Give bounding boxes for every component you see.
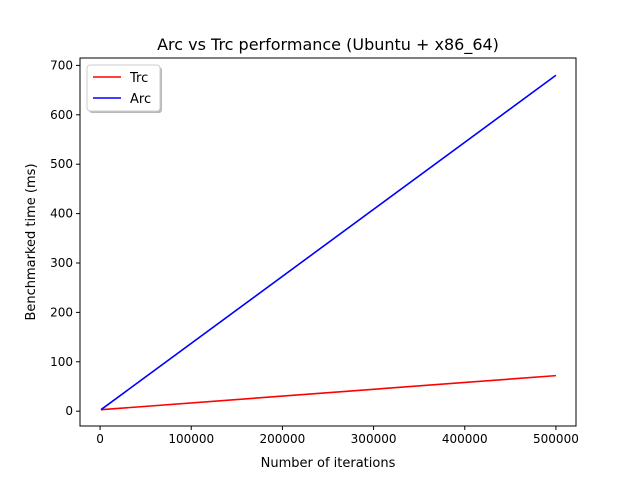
legend-label-arc: Arc [130, 92, 151, 107]
x-tick-label-5: 500000 [533, 432, 579, 446]
y-axis-label: Benchmarked time (ms) [24, 163, 39, 320]
legend-label-trc: Trc [129, 71, 148, 86]
y-tick-label-4: 400 [50, 207, 73, 221]
y-tick-label-2: 200 [50, 305, 73, 319]
x-tick-label-3: 300000 [351, 432, 397, 446]
chart-title: Arc vs Trc performance (Ubuntu + x86_64) [157, 35, 499, 55]
x-tick-label-0: 0 [96, 432, 104, 446]
x-axis-label: Number of iterations [261, 456, 396, 471]
y-tick-label-3: 300 [50, 256, 73, 270]
axes-frame [79, 57, 577, 427]
plot-area: 0 100000 200000 300000 400000 500000 0 100 200 30… [50, 57, 579, 446]
x-tick-label-1: 100000 [168, 432, 214, 446]
y-tick-label-0: 0 [65, 404, 73, 418]
y-tick-label-5: 500 [50, 157, 73, 171]
series-line-trc [100, 374, 556, 411]
series-line-arc [100, 74, 557, 411]
y-tick-label-1: 100 [50, 355, 73, 369]
x-tick-label-4: 400000 [442, 432, 488, 446]
x-tick-label-2: 200000 [260, 432, 306, 446]
y-tick-label-7: 700 [50, 58, 73, 72]
y-tick-label-6: 600 [50, 108, 73, 122]
